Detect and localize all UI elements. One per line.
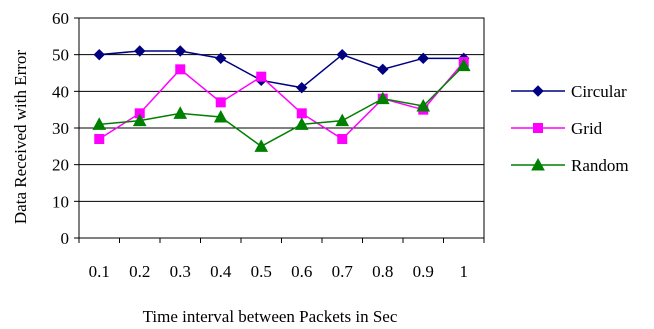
y-tick-label: 0: [61, 229, 70, 248]
legend-marker-random: [531, 157, 545, 171]
x-tick-label: 0.4: [210, 262, 232, 281]
data-point-random: [132, 113, 147, 127]
x-tick-label: 1: [460, 262, 469, 281]
data-point-grid: [175, 64, 186, 75]
legend-label-circular: Circular: [571, 82, 627, 101]
x-axis-label: Time interval between Packets in Sec: [143, 307, 398, 326]
data-point-circular: [215, 52, 227, 65]
data-point-random: [335, 113, 350, 127]
data-point-circular: [134, 45, 146, 57]
y-tick-label: 50: [52, 46, 69, 65]
data-point-random: [173, 106, 188, 119]
data-point-random: [456, 58, 471, 72]
x-tick-label: 0.9: [413, 262, 434, 281]
y-tick-label: 60: [52, 9, 69, 28]
data-series: [92, 45, 471, 152]
series-line-circular: [99, 50, 464, 89]
x-tick-label: 0.2: [129, 262, 150, 281]
legend-label-grid: Grid: [571, 119, 603, 138]
y-tick-label: 10: [52, 192, 69, 211]
y-tick-label: 30: [52, 119, 69, 138]
legend-marker-grid: [533, 123, 543, 133]
data-point-random: [213, 109, 228, 123]
data-point-random: [416, 98, 431, 112]
y-tick-labels: 0 10 20 30 40 50 60: [52, 9, 69, 248]
x-tick-label: 0.5: [251, 262, 272, 281]
data-point-random: [294, 117, 309, 130]
legend-label-random: Random: [571, 156, 629, 175]
x-tick-label: 0.1: [89, 262, 110, 281]
data-point-grid: [215, 97, 226, 108]
data-point-grid: [296, 108, 307, 119]
data-point-grid: [256, 71, 267, 82]
data-point-random: [375, 91, 390, 105]
x-tick-label: 0.6: [291, 262, 312, 281]
data-point-circular: [93, 48, 105, 61]
data-point-circular: [174, 45, 186, 57]
x-tick-labels: 0.1 0.2 0.3 0.4 0.5 0.6 0.7 0.8 0.9 1: [89, 262, 468, 281]
series-line-grid: [98, 61, 465, 140]
y-tick-label: 20: [52, 156, 69, 175]
x-tick-label: 0.3: [170, 262, 191, 281]
data-point-random: [92, 117, 107, 130]
data-point-circular: [336, 48, 348, 61]
data-point-circular: [377, 63, 389, 76]
legend-marker-circular: [532, 85, 544, 97]
y-tick-label: 40: [52, 82, 69, 101]
x-tick-label: 0.7: [332, 262, 354, 281]
y-axis-label: Data Received with Error: [11, 50, 30, 225]
series-line-random: [99, 65, 465, 148]
data-point-circular: [296, 81, 308, 94]
x-tick-label: 0.8: [372, 262, 393, 281]
data-point-grid: [94, 134, 105, 144]
legend: Circular Grid Random: [511, 82, 629, 175]
data-point-circular: [417, 52, 429, 65]
axes: [74, 17, 485, 243]
data-point-random: [254, 139, 269, 152]
data-point-grid: [337, 134, 348, 144]
